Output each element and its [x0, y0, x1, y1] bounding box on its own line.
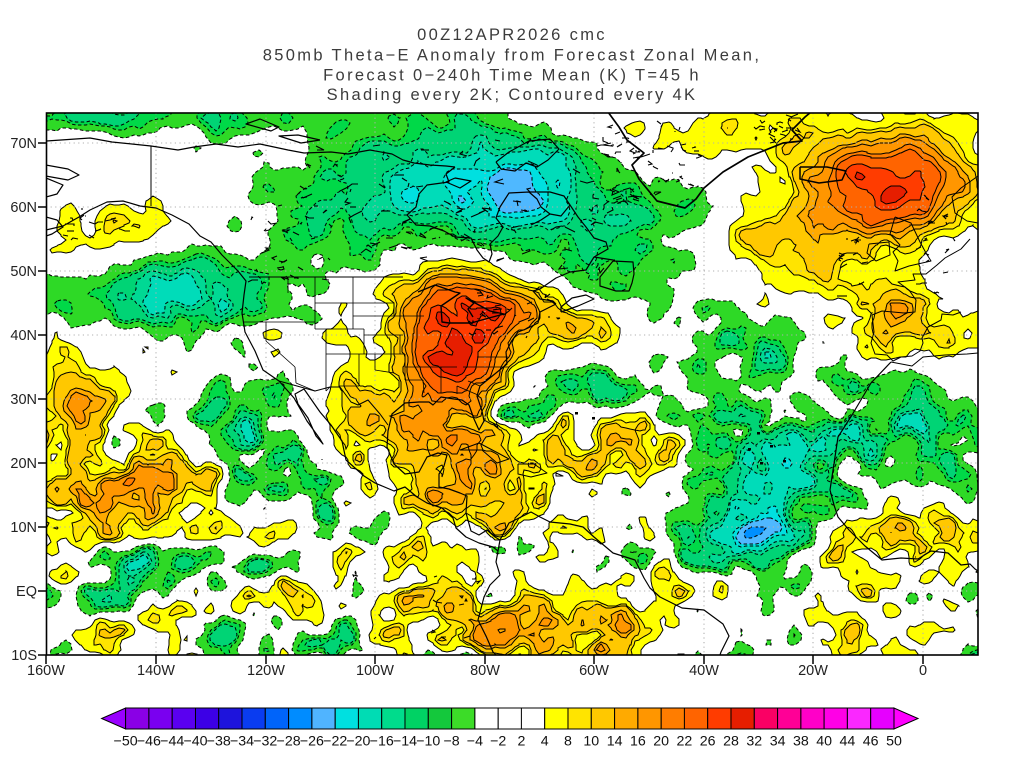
svg-text:50N: 50N: [10, 264, 37, 280]
svg-text:16: 16: [630, 734, 646, 750]
svg-text:40N: 40N: [10, 328, 37, 344]
svg-text:−32: −32: [253, 734, 277, 750]
svg-text:−4: −4: [467, 734, 483, 750]
svg-text:46: 46: [863, 734, 879, 750]
svg-text:30N: 30N: [10, 392, 37, 408]
svg-text:14: 14: [607, 734, 623, 750]
svg-text:−38: −38: [207, 734, 231, 750]
svg-text:38: 38: [793, 734, 809, 750]
svg-text:10: 10: [583, 734, 599, 750]
svg-text:−10: −10: [416, 734, 440, 750]
svg-text:32: 32: [746, 734, 762, 750]
svg-text:0: 0: [919, 663, 927, 679]
svg-text:−8: −8: [444, 734, 460, 750]
svg-text:−26: −26: [300, 734, 324, 750]
svg-text:−2: −2: [490, 734, 506, 750]
svg-text:850mb Theta−E Anomaly from For: 850mb Theta−E Anomaly from Forecast Zona…: [263, 47, 762, 65]
svg-text:−44: −44: [160, 734, 184, 750]
svg-text:−40: −40: [183, 734, 207, 750]
svg-text:EQ: EQ: [16, 584, 37, 600]
svg-text:40W: 40W: [689, 663, 719, 679]
svg-text:−28: −28: [277, 734, 301, 750]
svg-text:70N: 70N: [10, 136, 37, 152]
svg-text:−22: −22: [323, 734, 347, 750]
svg-text:8: 8: [564, 734, 572, 750]
svg-text:−34: −34: [230, 734, 254, 750]
svg-text:34: 34: [770, 734, 786, 750]
svg-text:−16: −16: [370, 734, 394, 750]
svg-text:2: 2: [517, 734, 525, 750]
svg-text:20W: 20W: [798, 663, 828, 679]
svg-text:10S: 10S: [11, 648, 37, 664]
svg-text:10N: 10N: [10, 520, 37, 536]
svg-text:44: 44: [840, 734, 856, 750]
svg-text:60W: 60W: [579, 663, 609, 679]
svg-text:−46: −46: [137, 734, 161, 750]
svg-text:00Z12APR2026 cmc: 00Z12APR2026 cmc: [417, 26, 607, 44]
svg-text:−14: −14: [393, 734, 417, 750]
svg-text:120W: 120W: [247, 663, 285, 679]
svg-text:20N: 20N: [10, 456, 37, 472]
svg-text:22: 22: [677, 734, 693, 750]
svg-text:Shading every 2K; Contoured ev: Shading every 2K; Contoured every 4K: [327, 86, 698, 104]
svg-text:20: 20: [653, 734, 669, 750]
svg-text:60N: 60N: [10, 200, 37, 216]
svg-text:−50: −50: [114, 734, 138, 750]
svg-text:100W: 100W: [356, 663, 394, 679]
svg-text:80W: 80W: [470, 663, 500, 679]
svg-text:50: 50: [886, 734, 902, 750]
svg-text:28: 28: [723, 734, 739, 750]
svg-text:40: 40: [816, 734, 832, 750]
svg-text:Forecast 0−240h Time Mean (K): Forecast 0−240h Time Mean (K) T=45 h: [323, 67, 701, 85]
svg-text:−20: −20: [346, 734, 370, 750]
svg-text:140W: 140W: [137, 663, 175, 679]
svg-text:160W: 160W: [27, 663, 65, 679]
svg-text:4: 4: [541, 734, 549, 750]
svg-text:26: 26: [700, 734, 716, 750]
